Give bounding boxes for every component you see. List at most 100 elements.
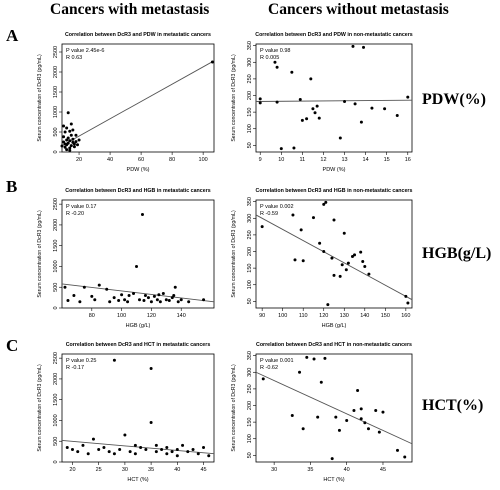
x-tick-label: 25: [96, 467, 102, 473]
y-tick-label: 150: [247, 108, 253, 117]
data-point: [158, 300, 162, 304]
regression-line: [255, 371, 413, 445]
data-point: [298, 97, 302, 101]
data-point: [361, 259, 365, 263]
data-point: [395, 113, 399, 117]
x-tick-label: 40: [174, 467, 180, 473]
data-point: [65, 126, 69, 130]
data-point: [311, 107, 315, 111]
data-point: [330, 457, 334, 461]
x-tick-label: 40: [344, 467, 350, 473]
data-point: [139, 445, 143, 449]
data-point: [66, 136, 70, 140]
data-point: [165, 452, 169, 456]
data-point: [93, 298, 97, 302]
x-tick-label: 100: [199, 157, 208, 163]
data-point: [68, 148, 72, 152]
data-point: [175, 454, 179, 458]
chart-title: Correlation between DcR3 and HCT in non-…: [256, 342, 412, 348]
data-point: [346, 261, 350, 265]
y-tick-label: 0: [53, 306, 59, 309]
data-point: [74, 133, 78, 137]
data-point: [71, 128, 75, 132]
data-point: [173, 285, 177, 289]
data-point: [351, 44, 355, 48]
data-point: [181, 443, 185, 447]
regression-line: [61, 283, 215, 303]
data-point: [356, 389, 360, 393]
y-axis-label: Serum concentration of DcR3 (pg/mL): [231, 54, 237, 142]
plot-frame: [61, 43, 215, 153]
data-point: [275, 100, 279, 104]
data-point: [69, 122, 73, 126]
scatter-pdw-non-metastatic: Correlation between DcR3 and PDW in non-…: [231, 32, 413, 173]
data-point: [143, 294, 147, 298]
row-letter-b: B: [6, 177, 18, 196]
plot-frame: [255, 43, 413, 153]
data-point: [97, 448, 101, 452]
data-point: [135, 264, 139, 268]
data-point: [324, 200, 328, 204]
data-point: [112, 296, 116, 300]
y-tick-label: 200: [247, 247, 253, 256]
row-label-hgb: HGB(g/L): [422, 245, 492, 262]
x-tick-label: 16: [405, 157, 411, 163]
data-point: [258, 101, 262, 105]
row-letter-c: C: [6, 336, 19, 355]
y-tick-label: 1000: [53, 414, 59, 426]
data-point: [359, 407, 363, 411]
data-point: [128, 450, 132, 454]
y-tick-label: 250: [247, 230, 253, 239]
regression-line: [61, 439, 215, 455]
data-point: [66, 111, 70, 115]
data-point: [70, 448, 74, 452]
data-point: [305, 355, 309, 359]
x-tick-label: 140: [360, 313, 369, 319]
data-point: [332, 273, 336, 277]
data-point: [293, 258, 297, 262]
y-axis-label: Serum concentration of DcR3 (pg/mL): [37, 210, 43, 298]
data-point: [108, 300, 112, 304]
data-point: [132, 291, 136, 295]
data-point: [117, 299, 121, 303]
data-point: [406, 95, 410, 99]
x-axis-label: HGB (g/L): [126, 323, 151, 329]
data-point: [72, 294, 76, 298]
data-point: [157, 293, 161, 297]
data-point: [62, 135, 66, 139]
data-point: [77, 138, 81, 142]
x-tick-label: 90: [259, 313, 265, 319]
data-point: [76, 450, 80, 454]
r-value-label: R -0.17: [66, 365, 84, 371]
y-tick-label: 0: [53, 150, 59, 153]
data-point: [352, 408, 356, 412]
y-tick-label: 200: [247, 401, 253, 410]
x-tick-label: 160: [401, 313, 410, 319]
y-tick-label: 2000: [53, 373, 59, 385]
x-tick-label: 140: [177, 313, 186, 319]
regression-line: [255, 214, 413, 301]
data-point: [311, 216, 315, 220]
x-tick-label: 40: [107, 157, 113, 163]
x-tick-label: 120: [319, 313, 328, 319]
data-point: [344, 268, 348, 272]
header-metastasis: Cancers with metastasis: [50, 1, 210, 18]
data-point: [65, 445, 69, 449]
data-point: [362, 45, 366, 49]
y-tick-label: 1000: [53, 260, 59, 272]
data-point: [127, 294, 131, 298]
chart-title: Correlation between DcR3 and PDW in non-…: [255, 32, 413, 38]
data-point: [353, 253, 357, 257]
plot-frame: [255, 353, 413, 463]
y-tick-label: 50: [247, 142, 253, 148]
chart-title: Correlation between DcR3 and HGB in non-…: [256, 188, 413, 194]
data-point: [170, 296, 174, 300]
plot-frame: [61, 199, 215, 309]
data-point: [133, 452, 137, 456]
data-point: [210, 60, 214, 64]
y-tick-label: 350: [247, 41, 253, 50]
chart-title: Correlation between DcR3 and HCT in meta…: [66, 342, 211, 348]
x-tick-label: 120: [147, 313, 156, 319]
data-point: [118, 448, 122, 452]
data-point: [140, 213, 144, 217]
